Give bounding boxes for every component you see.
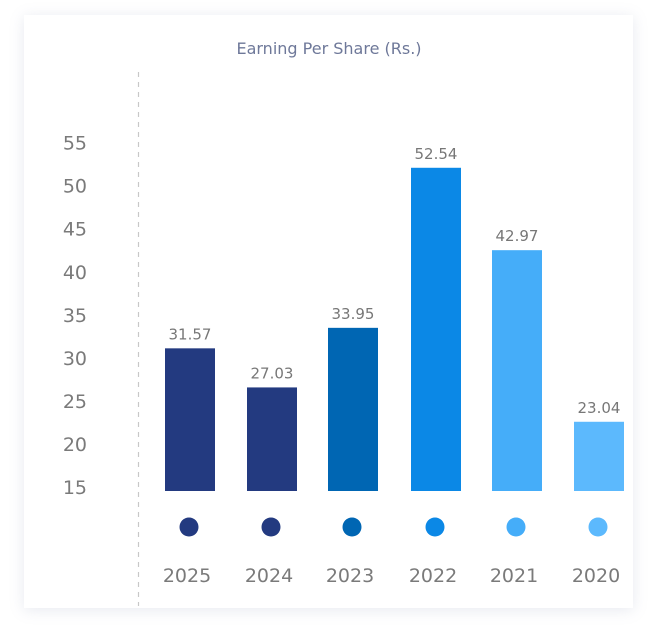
y-tick-label: 40 <box>63 262 87 284</box>
x-category-label: 2022 <box>409 565 457 587</box>
x-category-label: 2021 <box>490 565 538 587</box>
bar-2025 <box>165 348 215 491</box>
legend-dot <box>588 517 608 537</box>
legend-dot <box>425 517 445 537</box>
bar-2024 <box>247 387 297 491</box>
value-label: 52.54 <box>415 145 458 163</box>
value-label: 33.95 <box>332 305 375 323</box>
value-label: 23.04 <box>578 399 621 417</box>
y-tick-label: 55 <box>63 133 87 155</box>
bar-2020 <box>574 421 624 491</box>
y-tick-label: 30 <box>63 348 87 370</box>
x-category-label: 2025 <box>163 565 211 587</box>
x-category-label: 2023 <box>326 565 374 587</box>
y-tick-label: 20 <box>63 434 87 456</box>
y-tick-label: 45 <box>63 219 87 241</box>
value-label: 31.57 <box>169 325 212 343</box>
legend-dot <box>261 517 281 537</box>
y-tick-label: 15 <box>63 477 87 499</box>
legend-dot <box>506 517 526 537</box>
x-category-label: 2024 <box>245 565 293 587</box>
chart-title: Earning Per Share (Rs.) <box>236 39 421 58</box>
y-tick-label: 50 <box>63 176 87 198</box>
value-label: 27.03 <box>251 364 294 382</box>
bar-2021 <box>492 250 542 491</box>
legend-dot <box>179 517 199 537</box>
value-label: 42.97 <box>496 227 539 245</box>
y-tick-label: 35 <box>63 305 87 327</box>
y-tick-label: 25 <box>63 391 87 413</box>
bar-2023 <box>328 327 378 491</box>
legend-dot <box>342 517 362 537</box>
bar-2022 <box>411 167 461 492</box>
x-category-label: 2020 <box>572 565 620 587</box>
